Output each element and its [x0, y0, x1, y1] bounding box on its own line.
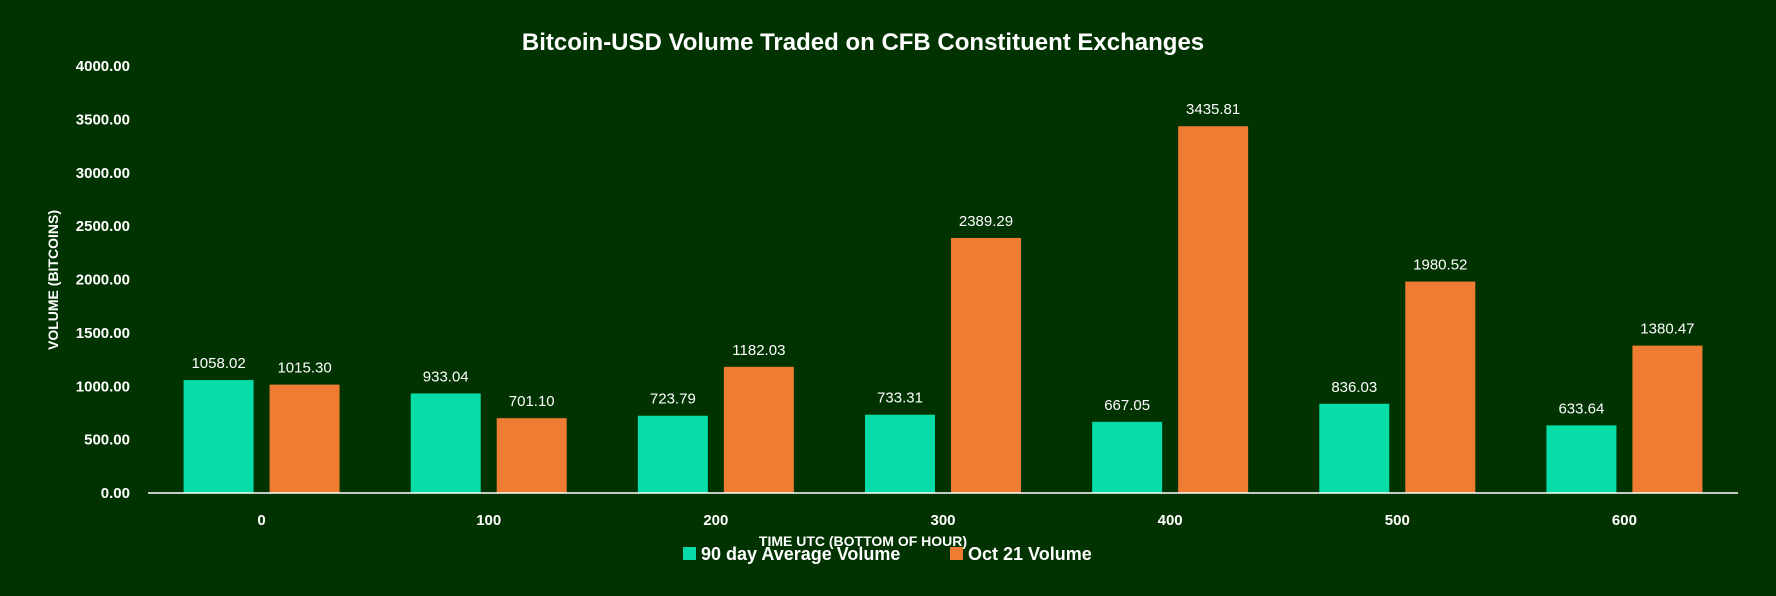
bar-avg-volume — [183, 380, 254, 493]
x-tick-label: 100 — [476, 512, 501, 529]
legend: 90 day Average Volume Oct 21 Volume — [683, 544, 1092, 564]
x-tick-label: 200 — [703, 512, 728, 529]
y-tick-label: 1500.00 — [76, 325, 130, 342]
bar-oct21-volume — [1632, 345, 1703, 493]
bar-oct21-volume — [1405, 281, 1476, 493]
data-label: 723.79 — [650, 391, 696, 408]
data-label: 701.10 — [509, 393, 555, 410]
bar-oct21-volume — [951, 237, 1021, 493]
y-tick-label: 1000.00 — [76, 378, 130, 395]
legend-swatch — [950, 547, 963, 560]
bar-avg-volume — [1546, 425, 1617, 493]
legend-swatch — [683, 547, 696, 560]
x-tick-label: 500 — [1385, 512, 1410, 529]
x-axis-label: TIME UTC (BOTTOM OF HOUR) — [759, 533, 967, 549]
bar-oct21-volume — [496, 418, 567, 493]
y-axis-ticks: 0.00 500.00 1000.00 1500.00 2000.00 2500.00 30… — [76, 58, 130, 502]
bars-group — [183, 126, 1703, 493]
x-tick-label: 600 — [1612, 512, 1637, 529]
x-tick-label: 0 — [257, 512, 265, 529]
y-tick-label: 0.00 — [101, 485, 130, 502]
bar-avg-volume — [1319, 403, 1390, 493]
bar-oct21-volume — [269, 384, 340, 493]
data-label: 3435.81 — [1186, 101, 1240, 118]
data-label: 836.03 — [1331, 379, 1377, 396]
data-label: 933.04 — [423, 368, 469, 385]
bar-oct21-volume — [1178, 126, 1249, 493]
y-tick-label: 3500.00 — [76, 111, 130, 128]
x-tick-label: 400 — [1158, 512, 1183, 529]
legend-label: 90 day Average Volume — [701, 544, 900, 564]
y-tick-label: 2500.00 — [76, 218, 130, 235]
data-labels-group: 1058.02 1015.30 933.04 701.10 723.79 1182.03 7… — [191, 101, 1694, 417]
data-label: 667.05 — [1104, 397, 1150, 414]
data-label: 1980.52 — [1413, 257, 1467, 274]
chart-title: Bitcoin-USD Volume Traded on CFB Constit… — [522, 29, 1204, 56]
y-tick-label: 3000.00 — [76, 165, 130, 182]
y-tick-label: 4000.00 — [76, 58, 130, 75]
data-label: 1015.30 — [277, 360, 331, 377]
x-tick-label: 300 — [930, 512, 955, 529]
data-label: 633.64 — [1558, 400, 1604, 417]
bar-avg-volume — [865, 414, 935, 493]
bar-avg-volume — [410, 393, 481, 493]
x-axis-ticks: 0 100 200 300 400 500 600 — [257, 512, 1637, 529]
data-label: 1182.03 — [732, 342, 785, 359]
data-label: 1380.47 — [1640, 321, 1694, 338]
bar-avg-volume — [1092, 421, 1163, 493]
y-axis-label: VOLUME (BITCOINS) — [45, 210, 61, 350]
legend-label: Oct 21 Volume — [968, 544, 1092, 564]
data-label: 1058.02 — [191, 355, 245, 372]
y-tick-label: 2000.00 — [76, 272, 130, 289]
y-tick-label: 500.00 — [84, 432, 130, 449]
bar-oct21-volume — [723, 366, 794, 493]
data-label: 2389.29 — [959, 213, 1013, 230]
bar-avg-volume — [637, 415, 708, 493]
data-label: 733.31 — [877, 390, 923, 407]
